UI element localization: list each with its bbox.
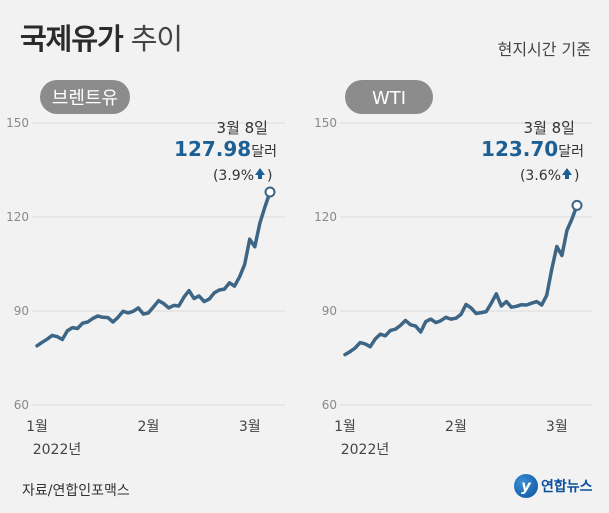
x-tick-label: 3월	[239, 419, 261, 435]
y-tick-label: 90	[322, 304, 337, 318]
source-note: 자료/연합인포맥스	[22, 483, 130, 499]
x-year-label: 2022년	[33, 442, 82, 458]
x-tick-label: 1월	[334, 419, 356, 435]
y-tick-label: 120	[314, 210, 337, 224]
annotation-change: (3.9%	[213, 168, 254, 184]
x-tick-label: 2월	[445, 419, 467, 435]
annotation-value: 127.98	[174, 137, 251, 161]
annotation-value-line: 123.70달러	[481, 137, 584, 161]
x-tick-label: 3월	[546, 419, 568, 435]
logo-text: 연합뉴스	[541, 479, 593, 495]
annotation-close-paren: )	[267, 168, 272, 184]
chart-title: WTI	[372, 88, 406, 109]
time-basis-note: 현지시간 기준	[497, 40, 591, 59]
yonhap-logo-icon: y	[514, 474, 538, 498]
x-year-label: 2022년	[341, 442, 390, 458]
publisher-logo: y 연합뉴스	[514, 474, 593, 498]
annotation-date: 3월 8일	[217, 119, 268, 137]
series-line	[343, 203, 579, 357]
up-arrow-stem	[258, 174, 262, 179]
end-point-marker	[571, 199, 583, 211]
chart-title: 브렌트유	[52, 88, 118, 109]
annotation-close-paren: )	[574, 168, 579, 184]
y-tick-label: 150	[314, 116, 337, 130]
x-tick-label: 1월	[26, 419, 48, 435]
up-arrow-stem	[565, 174, 569, 179]
chart-title-pill	[345, 80, 433, 114]
annotation-unit: 달러	[251, 144, 277, 160]
up-arrow-icon	[255, 168, 265, 175]
y-tick-label: 90	[14, 304, 29, 318]
annotation-change: (3.6%	[520, 168, 561, 184]
x-tick-label: 2월	[138, 419, 160, 435]
annotation-value: 123.70	[481, 137, 558, 161]
annotation-unit: 달러	[558, 144, 584, 160]
end-point-marker	[264, 186, 276, 198]
up-arrow-icon	[562, 168, 572, 175]
y-tick-label: 120	[6, 210, 29, 224]
annotation-date: 3월 8일	[524, 119, 575, 137]
annotation-value-line: 127.98달러	[174, 137, 277, 161]
title-main: 국제유가	[20, 22, 124, 56]
chart-title-pill	[40, 80, 130, 114]
title-sub: 추이	[130, 22, 183, 56]
y-tick-label: 60	[322, 398, 337, 412]
y-tick-label: 60	[14, 398, 29, 412]
series-line	[35, 190, 272, 348]
y-tick-label: 150	[6, 116, 29, 130]
page-title: 국제유가 추이	[20, 16, 183, 58]
